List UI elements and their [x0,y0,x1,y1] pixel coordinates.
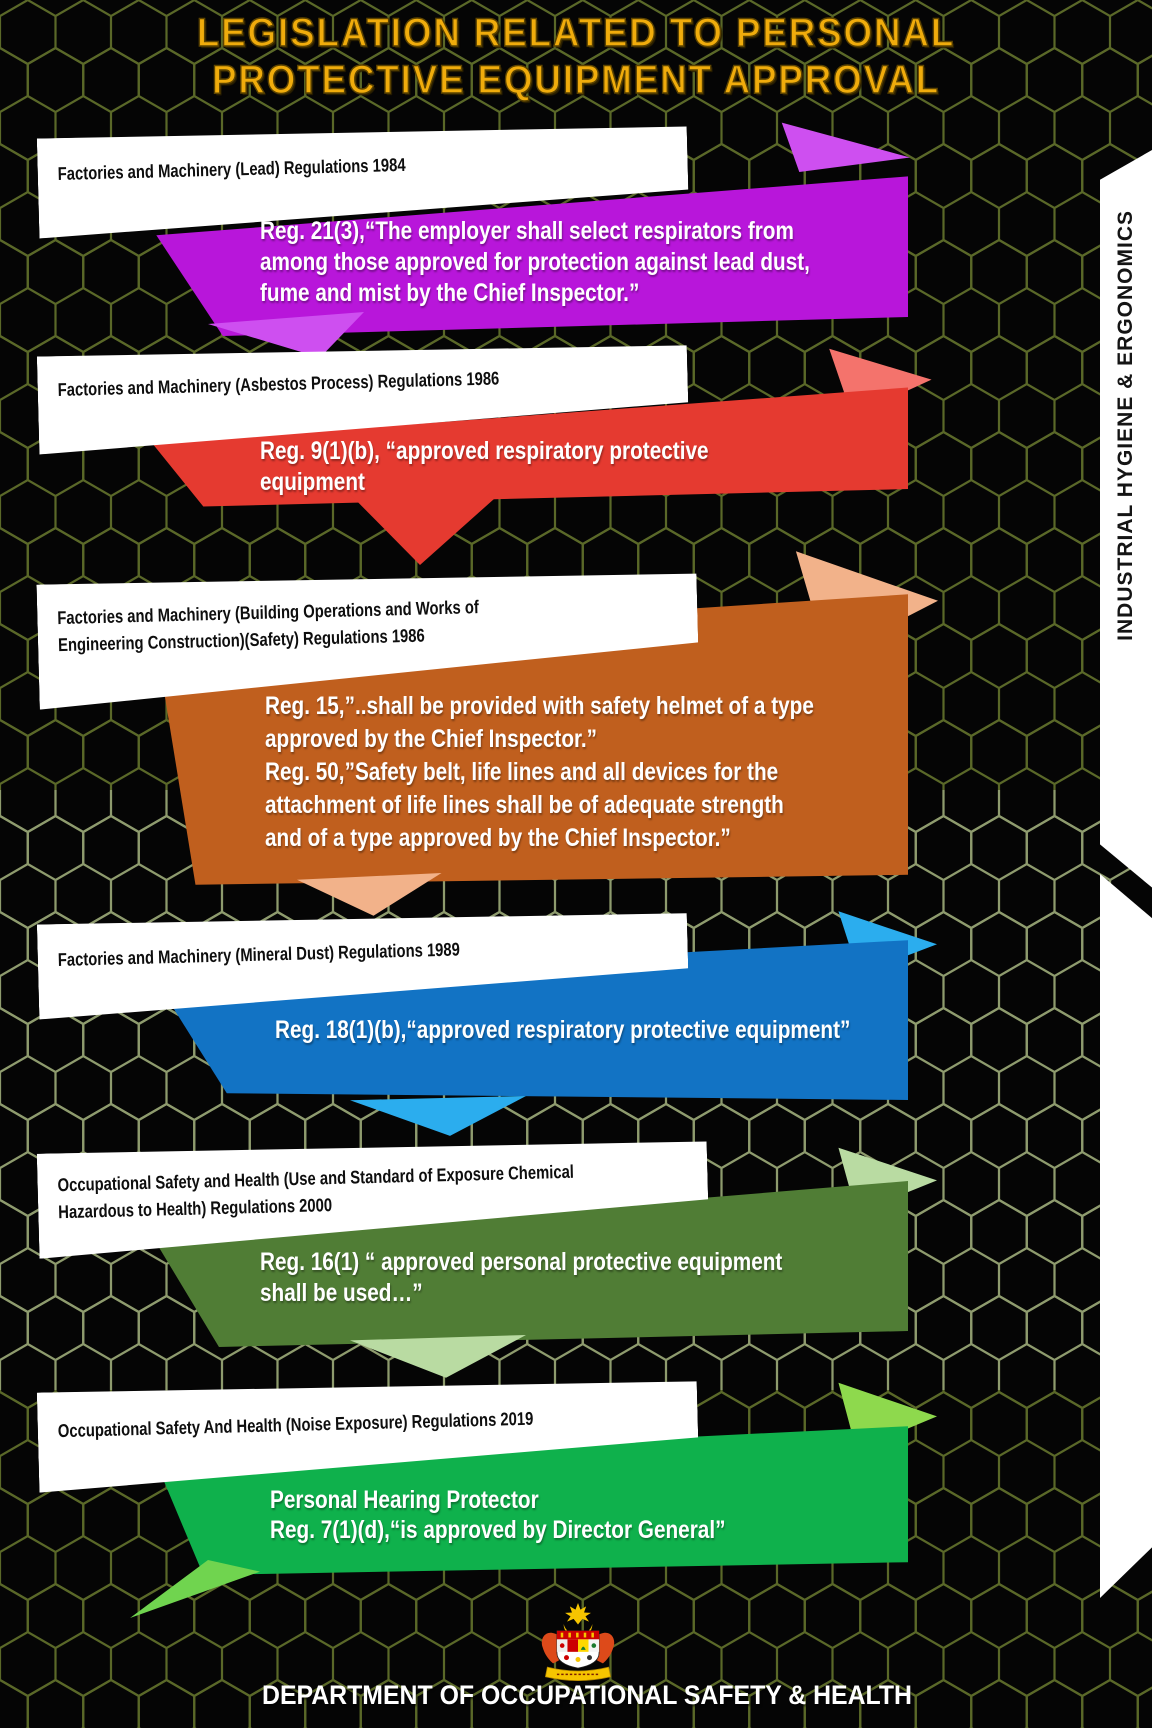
malaysia-coat-of-arms-logo [520,1602,636,1694]
side-ribbon-lower [1100,874,1152,1598]
regulation-quote: Reg. 15,”..shall be provided with safety… [265,692,814,852]
poster-title: LEGISLATION RELATED TO PERSONAL PROTECTI… [46,10,1106,104]
banner-building-operations-regulations: Factories and Machinery (Building Operat… [30,498,938,918]
poster-title-line2: PROTECTIVE EQUIPMENT APPROVAL [211,57,941,103]
footer-department-name: DEPARTMENT OF OCCUPATIONAL SAFETY & HEAL… [262,1680,912,1710]
law-title-text: Occupational Safety And Health (Noise Ex… [57,1407,534,1442]
banner-mineral-dust-regulations: Factories and Machinery (Mineral Dust) R… [30,900,937,1145]
law-title-text: Factories and Machinery (Asbestos Proces… [57,367,500,400]
regulation-quote: Personal Hearing Protector Reg. 7(1)(d),… [270,1486,726,1544]
poster-title-line1: LEGISLATION RELATED TO PERSONAL [196,10,956,56]
banner-noise-exposure-regulations: Occupational Safety And Health (Noise Ex… [30,1360,937,1620]
banner-lead-regulations: Factories and Machinery (Lead) Regulatio… [30,116,910,358]
regulation-quote: Reg. 16(1) “ approved personal protectiv… [260,1248,783,1307]
regulation-quote: Reg. 9(1)(b), “approved respiratory prot… [260,437,709,496]
law-title-text: Factories and Machinery (Lead) Regulatio… [57,153,406,184]
regulation-quote: Reg. 18(1)(b),“approved respiratory prot… [275,1016,851,1044]
ribbon-tail-icon [130,1560,260,1618]
banner-chemical-hazardous-regulations: Occupational Safety and Health (Use and … [30,1135,937,1385]
ribbon-fold-bottom-icon [350,1096,526,1136]
law-title-text: Factories and Machinery (Mineral Dust) R… [57,938,461,970]
banner-asbestos-regulations: Factories and Machinery (Asbestos Proces… [30,308,932,565]
regulation-quote: Reg. 21(3),“The employer shall select re… [260,217,810,307]
side-ribbon-label-wrap: INDUSTRIAL HYGIENE & ERGONOMICS [1100,130,1152,720]
ribbon-fold-top-icon [781,122,910,172]
side-ribbon-label: INDUSTRIAL HYGIENE & ERGONOMICS [1114,209,1137,641]
side-ribbon-upper [1100,150,1152,888]
